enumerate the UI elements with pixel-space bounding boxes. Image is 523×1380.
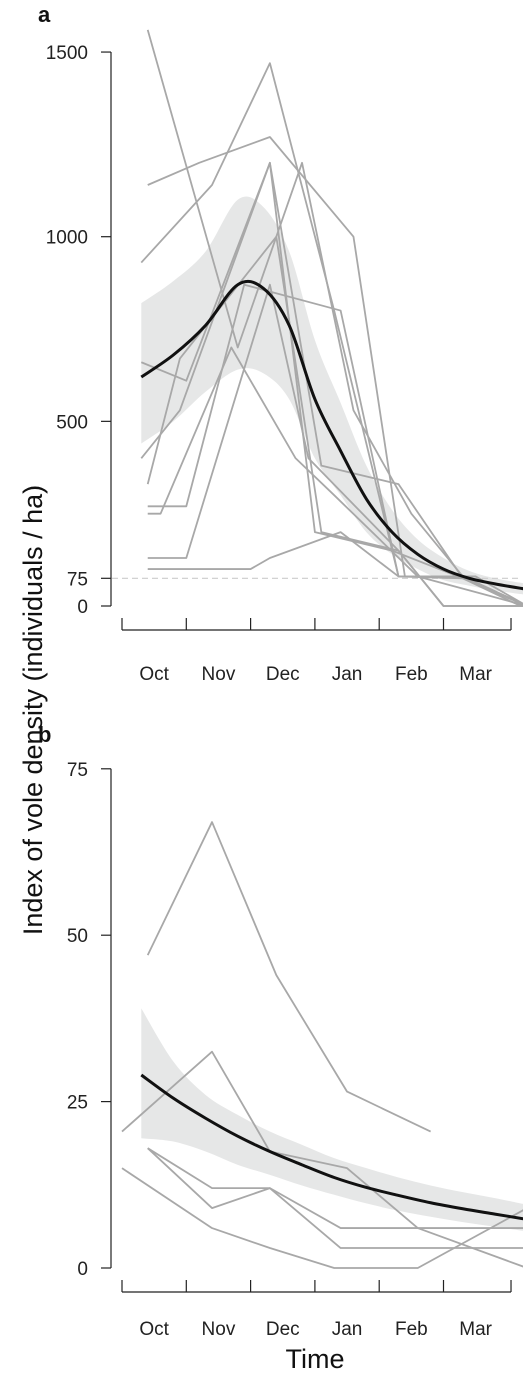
panel-a-x-tick-labels: Oct Nov Dec Jan Feb Mar: [139, 664, 492, 685]
panel-a-x-ticks: [121, 618, 512, 630]
panel-b-x-ticks: [121, 1280, 512, 1292]
panel-b-ytick-label-0: 0: [77, 1259, 88, 1280]
panel-a-series-line-10: [147, 531, 523, 605]
panel-b-confidence-band: [141, 1008, 523, 1231]
panel-b-series-line-5: [147, 1147, 523, 1229]
panel-b-label: b: [38, 722, 51, 747]
panel-b-series-line-3: [121, 1167, 523, 1269]
panel-a-xtick-label-dec: Dec: [266, 664, 300, 685]
panel-b-series-line-2: [121, 1050, 523, 1268]
panel-a-ytick-label-500: 500: [56, 412, 88, 433]
panel-b-series-line-1: [146, 821, 432, 1133]
panel-a-confidence-band: [141, 196, 523, 595]
panel-b-y-tick-labels: 0 25 50 75: [67, 760, 88, 1280]
y-axis-title: Index of vole density (individuals / ha): [18, 485, 48, 935]
panel-b-xtick-label-dec: Dec: [266, 1319, 300, 1340]
panel-a-series-line-8: [147, 283, 523, 607]
panel-a-mean-curve: [140, 279, 523, 591]
panel-a-label: a: [38, 2, 51, 27]
panel-b-y-ticks: [101, 768, 111, 1269]
panel-a-ytick-label-75: 75: [67, 569, 88, 590]
panel-a-xtick-label-jan: Jan: [332, 664, 363, 685]
panel-a-y-ticks: [101, 51, 111, 607]
panel-b-mean-curve: [140, 1073, 523, 1221]
panel-a-ytick-label-0: 0: [77, 597, 88, 618]
panel-a: a Oct Nov Dec Jan Feb Mar 0 75 500 1000 …: [38, 2, 523, 685]
panel-a-xtick-label-mar: Mar: [459, 664, 492, 685]
x-axis-title: Time: [286, 1344, 345, 1374]
panel-a-series-line-7: [147, 283, 523, 606]
panel-a-xtick-label-feb: Feb: [395, 664, 428, 685]
panel-b-individual-series: [121, 821, 523, 1269]
panel-b-xtick-label-feb: Feb: [395, 1319, 428, 1340]
panel-a-y-tick-labels: 0 75 500 1000 1500: [46, 43, 88, 618]
panel-b-ytick-label-50: 50: [67, 926, 88, 947]
panel-b-xtick-label-jan: Jan: [332, 1319, 363, 1340]
panel-b-ytick-label-75: 75: [67, 760, 88, 781]
panel-a-xtick-label-oct: Oct: [139, 664, 169, 685]
panel-b-series-line-4: [147, 1147, 523, 1249]
panel-b-ytick-label-25: 25: [67, 1093, 88, 1114]
panel-a-xtick-label-nov: Nov: [202, 664, 236, 685]
panel-b-xtick-label-oct: Oct: [139, 1319, 169, 1340]
panel-a-ytick-label-1000: 1000: [46, 228, 88, 249]
panel-b: b Oct Nov Dec Jan Feb Mar 0 25 50 75: [38, 722, 523, 1340]
panel-b-xtick-label-nov: Nov: [202, 1319, 236, 1340]
panel-b-x-tick-labels: Oct Nov Dec Jan Feb Mar: [139, 1319, 492, 1340]
panel-a-ytick-label-1500: 1500: [46, 43, 88, 64]
panel-b-xtick-label-mar: Mar: [459, 1319, 492, 1340]
